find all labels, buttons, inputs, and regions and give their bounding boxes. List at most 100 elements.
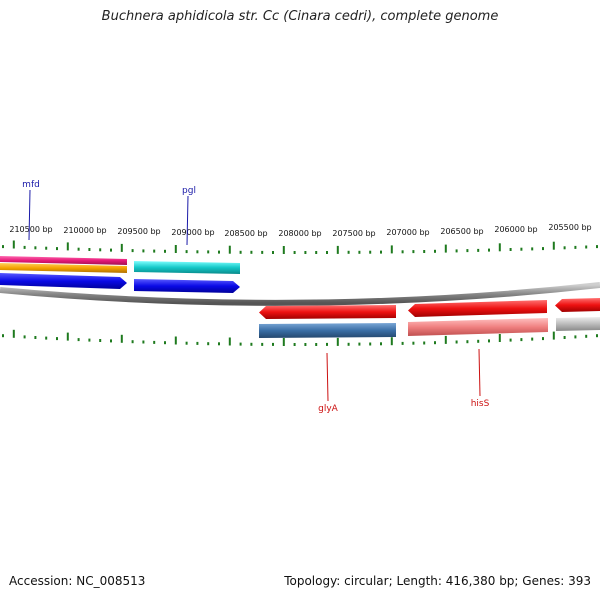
minor-tick xyxy=(34,246,37,250)
minor-tick xyxy=(466,340,469,344)
major-tick xyxy=(336,245,339,254)
major-tick xyxy=(498,334,501,342)
minor-tick xyxy=(358,342,361,346)
minor-tick xyxy=(99,339,102,342)
minor-tick xyxy=(531,247,534,251)
minor-tick xyxy=(477,248,480,252)
minor-tick xyxy=(239,250,242,254)
major-tick xyxy=(228,337,231,346)
tick-label-209500: 209500 bp xyxy=(117,227,160,236)
forward-tick-track xyxy=(2,240,598,254)
gene-label-hisS[interactable]: hisS xyxy=(471,399,490,409)
feature-red-edge[interactable] xyxy=(555,298,600,312)
minor-tick xyxy=(520,247,523,251)
minor-tick xyxy=(380,342,382,346)
topology-label: Topology: xyxy=(284,574,341,588)
reverse-tick-track xyxy=(2,329,598,346)
feature-orange[interactable] xyxy=(0,263,127,273)
minor-tick xyxy=(196,341,199,345)
gene-label-mfd[interactable]: mfd xyxy=(22,180,40,190)
minor-tick xyxy=(596,245,598,249)
minor-tick xyxy=(164,249,166,253)
leader-mfd xyxy=(28,189,31,241)
accession-info: Accession: NC_008513 xyxy=(9,574,145,588)
minor-tick xyxy=(196,250,199,254)
minor-tick xyxy=(250,342,253,346)
tick-label-209000: 209000 bp xyxy=(171,228,214,237)
map-title: Buchnera aphidicola str. Cc (Cinara cedr… xyxy=(101,9,499,24)
minor-tick xyxy=(88,338,91,342)
major-tick xyxy=(282,338,285,346)
feature-red-glyA[interactable] xyxy=(259,305,396,319)
minor-tick xyxy=(131,249,134,253)
feature-pink[interactable] xyxy=(408,318,548,336)
forward-features xyxy=(0,256,240,293)
major-tick xyxy=(12,329,15,338)
minor-tick xyxy=(272,251,274,254)
minor-tick xyxy=(520,338,523,342)
minor-tick xyxy=(250,250,253,254)
minor-tick xyxy=(477,339,480,343)
genes-label: Genes: xyxy=(522,574,565,588)
minor-tick xyxy=(131,340,134,344)
tick-label-207000: 207000 bp xyxy=(386,228,429,237)
gene-label-glyA[interactable]: glyA xyxy=(318,404,339,414)
minor-tick xyxy=(412,250,415,254)
minor-tick xyxy=(293,251,296,254)
minor-tick xyxy=(531,337,534,341)
minor-tick xyxy=(88,248,91,251)
major-tick xyxy=(444,244,447,253)
major-tick xyxy=(498,243,501,252)
minor-tick xyxy=(315,251,318,254)
feature-red-hisS[interactable] xyxy=(408,300,547,317)
leader-hisS xyxy=(478,348,481,397)
minor-tick xyxy=(207,250,210,254)
minor-tick xyxy=(542,337,544,341)
minor-tick xyxy=(261,250,264,254)
genome-stats: Topology: circular; Length: 416,380 bp; … xyxy=(284,574,591,588)
topology-value: circular xyxy=(344,574,389,588)
major-tick xyxy=(552,331,555,340)
accession-label: Accession: xyxy=(9,574,73,588)
minor-tick xyxy=(466,249,469,253)
minor-tick xyxy=(2,245,4,249)
minor-tick xyxy=(542,247,544,251)
feature-magenta[interactable] xyxy=(0,256,127,265)
minor-tick xyxy=(585,245,588,249)
feature-blue-2[interactable] xyxy=(134,279,240,293)
feature-cyan[interactable] xyxy=(134,261,240,274)
feature-steel[interactable] xyxy=(259,323,396,338)
minor-tick xyxy=(488,339,490,343)
tick-label-210000: 210000 bp xyxy=(63,226,106,235)
minor-tick xyxy=(326,251,328,254)
minor-tick xyxy=(23,335,26,339)
minor-tick xyxy=(45,336,48,340)
tick-label-208000: 208000 bp xyxy=(278,229,321,238)
major-tick xyxy=(174,336,177,345)
tick-label-206500: 206500 bp xyxy=(440,227,483,236)
major-tick xyxy=(66,242,69,251)
minor-tick xyxy=(585,334,588,338)
major-tick xyxy=(390,337,393,346)
minor-tick xyxy=(401,341,404,345)
tick-label-205500: 205500 bp xyxy=(548,223,591,232)
minor-tick xyxy=(77,338,80,342)
minor-tick xyxy=(315,343,318,346)
gene-leaders xyxy=(28,189,481,402)
minor-tick xyxy=(347,342,350,346)
tick-label-206000: 206000 bp xyxy=(494,225,537,234)
minor-tick xyxy=(596,334,598,338)
major-tick xyxy=(12,240,15,249)
genes-value: 393 xyxy=(568,574,591,588)
minor-tick xyxy=(23,245,26,249)
gene-label-pgl[interactable]: pgl xyxy=(182,186,196,196)
minor-tick xyxy=(434,249,436,253)
minor-tick xyxy=(77,247,80,251)
minor-tick xyxy=(185,250,188,254)
feature-blue-1[interactable] xyxy=(0,273,127,289)
leader-pgl xyxy=(186,195,189,246)
feature-grey[interactable] xyxy=(556,317,600,331)
major-tick xyxy=(444,335,447,344)
minor-tick xyxy=(563,246,566,250)
